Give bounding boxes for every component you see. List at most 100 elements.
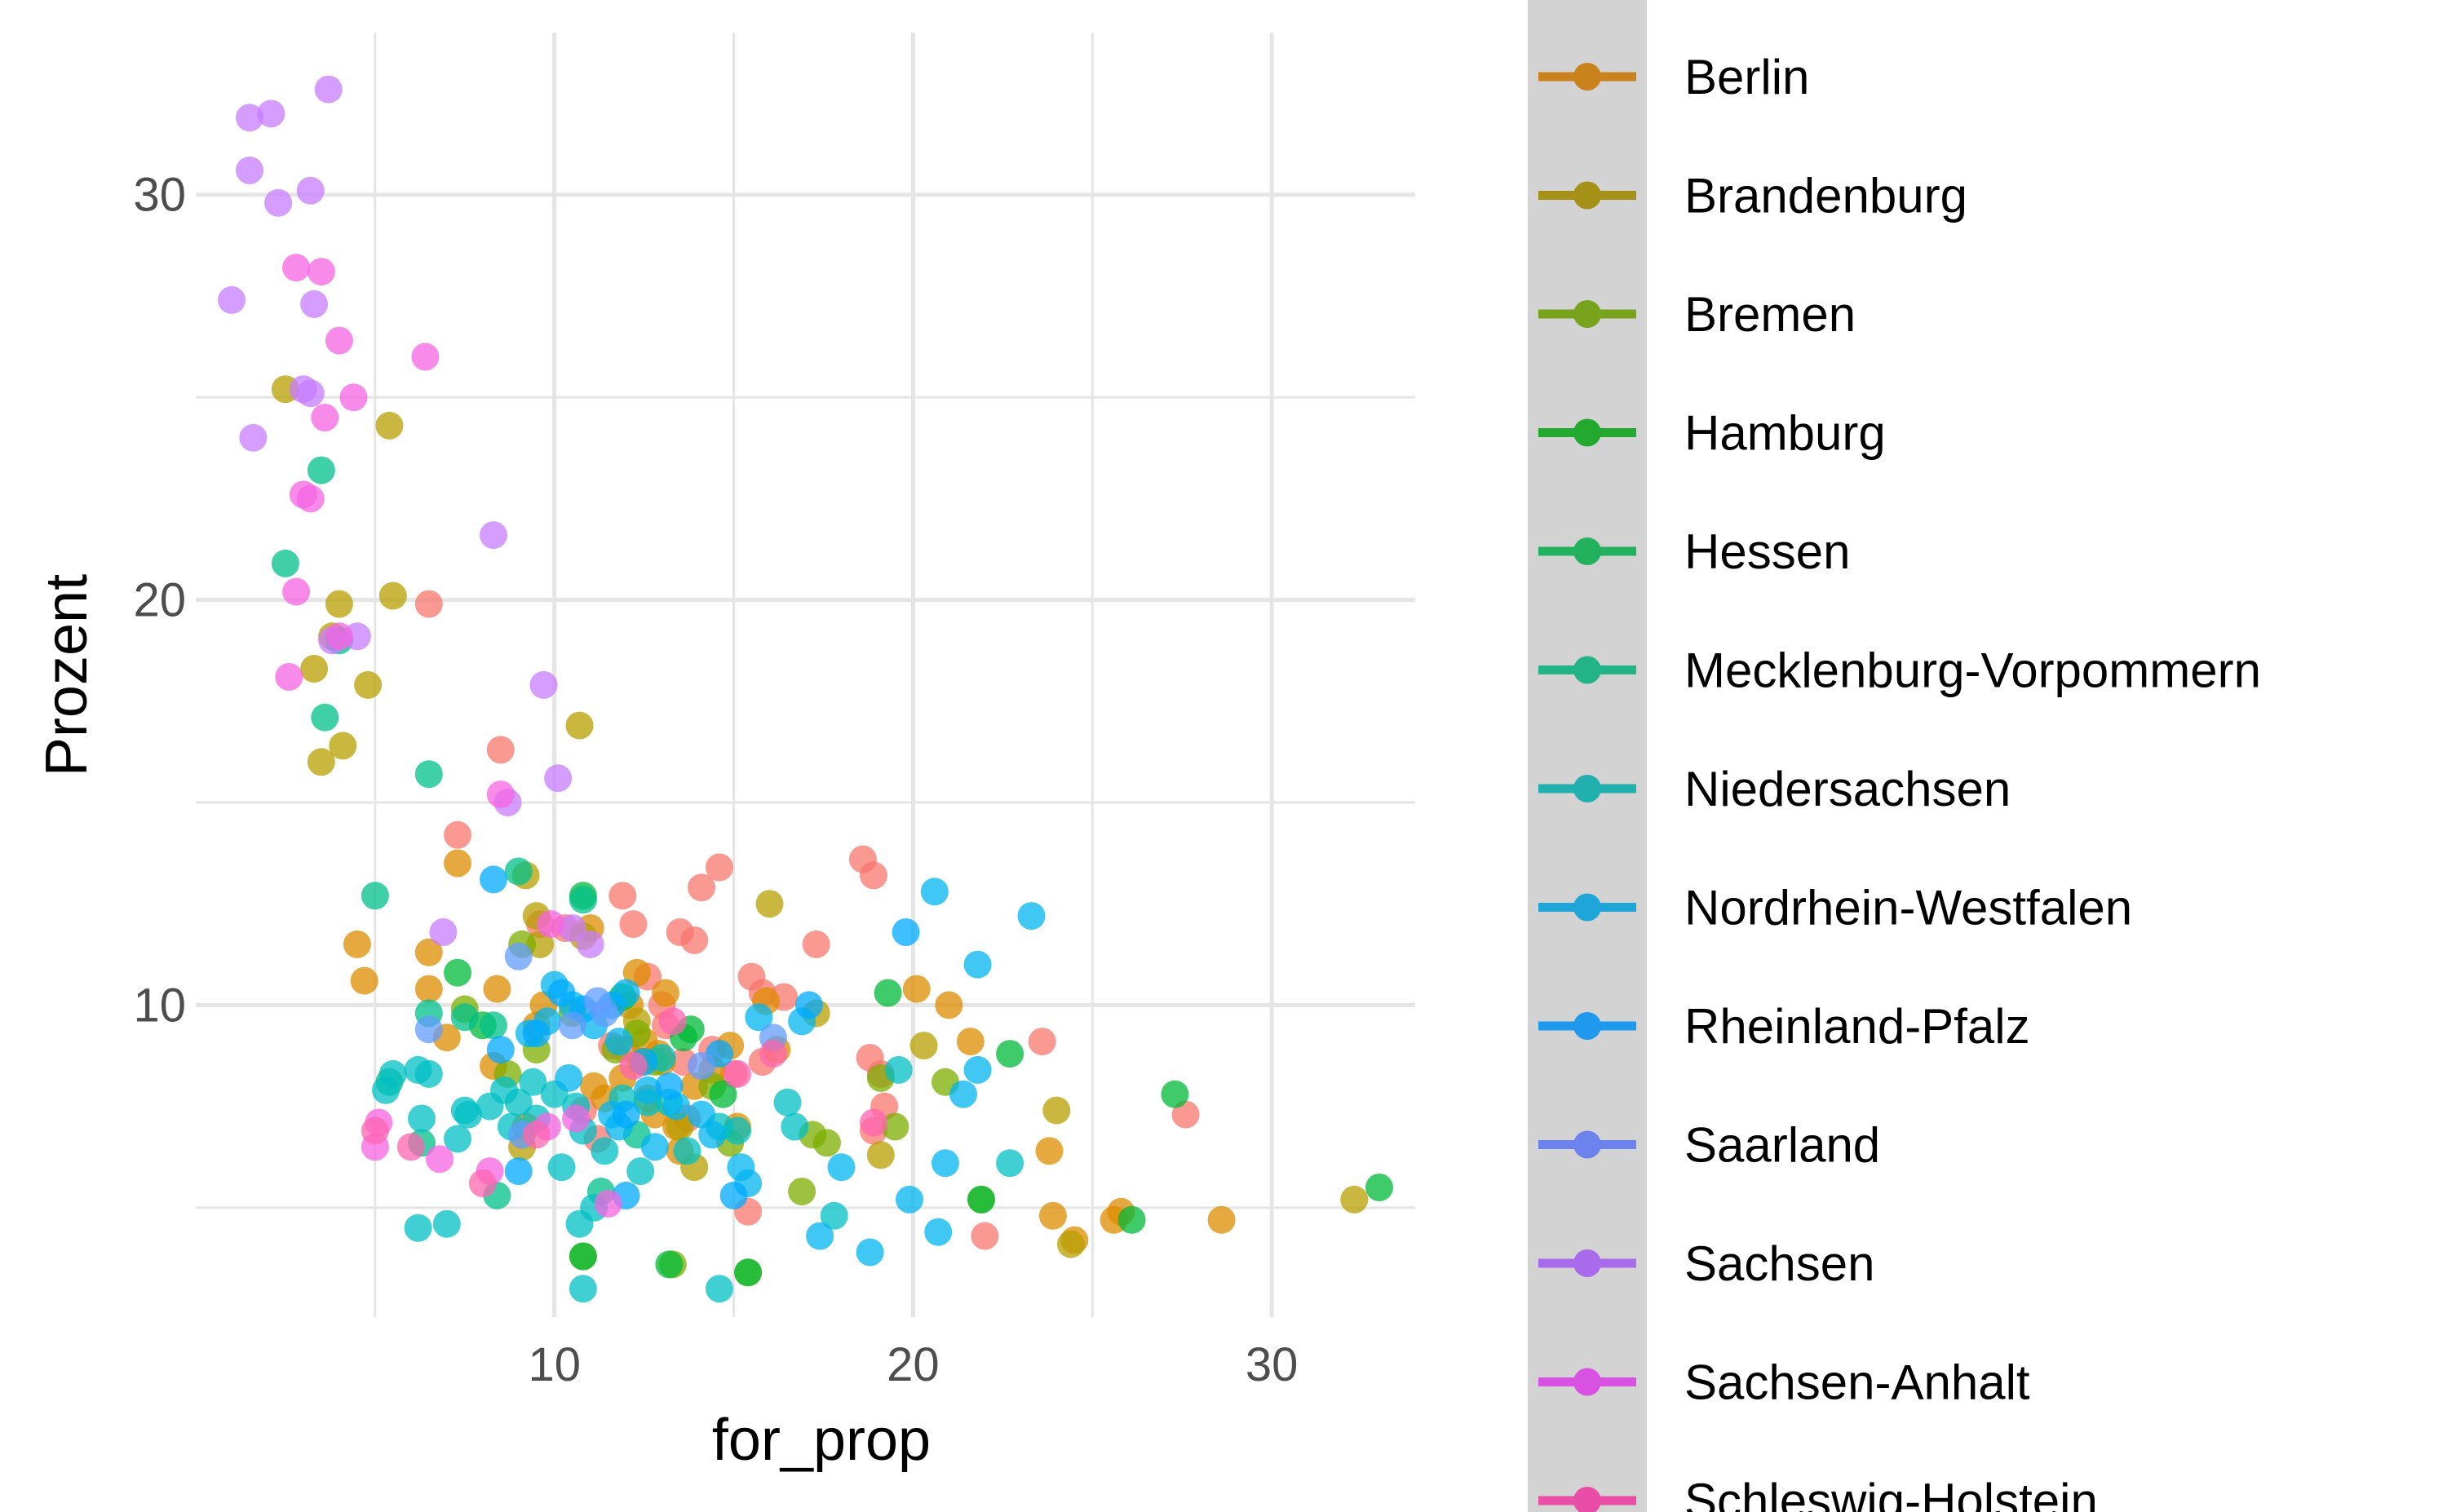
- data-point: [788, 1178, 816, 1205]
- data-point: [486, 780, 515, 809]
- x-tick-label: 30: [1246, 1338, 1299, 1391]
- legend-key-point: [1573, 1249, 1601, 1277]
- data-point: [1028, 1028, 1056, 1056]
- y-tick-label: 30: [133, 169, 186, 222]
- data-point: [325, 622, 353, 651]
- data-point: [594, 1189, 622, 1218]
- data-point: [314, 75, 343, 104]
- legend-key-point: [1573, 1130, 1601, 1159]
- data-point: [745, 1003, 773, 1032]
- data-point: [920, 878, 949, 906]
- data-point: [655, 1072, 684, 1100]
- legend-key-point: [1573, 893, 1601, 922]
- data-point: [547, 979, 576, 1007]
- data-point: [565, 711, 594, 740]
- x-axis-title: for_prop: [712, 1408, 931, 1473]
- data-point: [963, 950, 992, 979]
- data-point: [444, 958, 471, 987]
- legend-item: Hamburg: [1538, 406, 1886, 461]
- data-point: [307, 258, 335, 286]
- data-point: [414, 590, 443, 618]
- data-point: [558, 914, 586, 942]
- data-point: [935, 991, 963, 1019]
- data-point: [454, 1100, 483, 1129]
- data-point: [414, 1015, 443, 1044]
- data-point: [519, 1068, 547, 1096]
- legend-label: Sachsen-Anhalt: [1684, 1355, 2030, 1410]
- data-point: [354, 670, 383, 699]
- data-point: [949, 1080, 977, 1108]
- data-point: [555, 1063, 583, 1092]
- data-point: [680, 926, 709, 954]
- legend-key-point: [1573, 300, 1601, 328]
- legend-item: Mecklenburg-Vorpommern: [1538, 643, 2261, 698]
- data-point: [307, 748, 335, 776]
- data-point: [719, 1181, 748, 1209]
- data-point: [688, 873, 715, 902]
- data-point: [375, 411, 404, 440]
- data-point: [569, 886, 597, 914]
- data-point: [311, 404, 339, 431]
- y-tick-label: 10: [133, 979, 186, 1032]
- data-point: [414, 938, 443, 966]
- data-point: [759, 1040, 787, 1068]
- data-point: [329, 732, 357, 760]
- legend-label: Mecklenburg-Vorpommern: [1684, 643, 2261, 698]
- data-point: [378, 1059, 407, 1088]
- data-point: [289, 375, 317, 404]
- legend-key-point: [1573, 656, 1601, 684]
- data-point: [236, 104, 263, 132]
- data-point: [537, 910, 565, 939]
- data-point: [414, 1059, 443, 1088]
- data-point: [544, 764, 573, 793]
- legend-label: Nordrhein-Westfalen: [1684, 881, 2132, 935]
- legend-item: Brandenburg: [1538, 169, 1967, 223]
- legend-label: Niedersachsen: [1684, 762, 2011, 816]
- legend-item: Niedersachsen: [1538, 762, 2011, 816]
- data-point: [350, 966, 378, 995]
- data-point: [325, 326, 353, 355]
- y-tick-label: 20: [133, 574, 186, 627]
- legend-key-point: [1573, 537, 1601, 565]
- data-point: [1042, 1096, 1071, 1125]
- data-point: [619, 1052, 648, 1080]
- data-point: [794, 991, 823, 1019]
- data-point: [773, 1088, 802, 1116]
- data-point: [468, 1169, 497, 1197]
- data-point: [426, 1145, 454, 1174]
- data-point: [296, 484, 325, 513]
- data-point: [902, 975, 931, 1003]
- data-point: [486, 736, 515, 764]
- data-point: [432, 1209, 461, 1238]
- data-point: [1340, 1185, 1369, 1214]
- data-point: [755, 890, 784, 918]
- data-point: [282, 577, 311, 606]
- data-point: [480, 865, 507, 894]
- data-point: [444, 1125, 471, 1153]
- legend-label: Berlin: [1684, 50, 1809, 104]
- data-point: [673, 1137, 701, 1165]
- data-point: [361, 1116, 389, 1145]
- legend: Berlin Brandenburg Bremen Hamburg Hessen Meck…: [1538, 50, 2261, 1512]
- data-point: [612, 1100, 640, 1129]
- data-point: [504, 857, 533, 886]
- data-point: [963, 1055, 992, 1084]
- data-point: [1365, 1174, 1393, 1201]
- legend-item: Sachsen: [1538, 1236, 1875, 1291]
- data-point: [558, 1011, 586, 1040]
- legend-item: Schleswig-Holstein: [1538, 1474, 2098, 1512]
- data-point: [734, 1258, 763, 1287]
- legend-item: Nordrhein-Westfalen: [1538, 881, 2132, 935]
- legend-item: Hessen: [1538, 524, 1850, 579]
- data-point: [1035, 1137, 1064, 1165]
- data-point: [404, 1214, 432, 1242]
- legend-item: Rheinland-Pfalz: [1538, 999, 2030, 1054]
- data-point: [967, 1185, 995, 1214]
- legend-key-point: [1573, 181, 1601, 210]
- data-point: [881, 1112, 909, 1141]
- data-point: [522, 1019, 551, 1048]
- data-point: [486, 1036, 515, 1064]
- legend-key-background: [1528, 0, 1647, 1512]
- data-point: [806, 1222, 834, 1250]
- data-point: [504, 942, 533, 970]
